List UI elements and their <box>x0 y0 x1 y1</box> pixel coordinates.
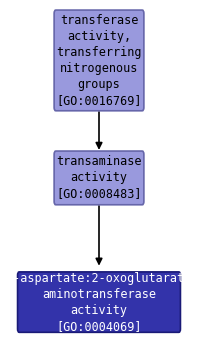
Text: transaminase
activity
[GO:0008483]: transaminase activity [GO:0008483] <box>56 155 142 200</box>
FancyBboxPatch shape <box>54 151 144 205</box>
Text: L-aspartate:2-oxoglutarate
aminotransferase
activity
[GO:0004069]: L-aspartate:2-oxoglutarate aminotransfer… <box>6 272 192 333</box>
FancyBboxPatch shape <box>54 10 144 111</box>
Text: transferase
activity,
transferring
nitrogenous
groups
[GO:0016769]: transferase activity, transferring nitro… <box>56 14 142 107</box>
FancyBboxPatch shape <box>18 272 180 332</box>
